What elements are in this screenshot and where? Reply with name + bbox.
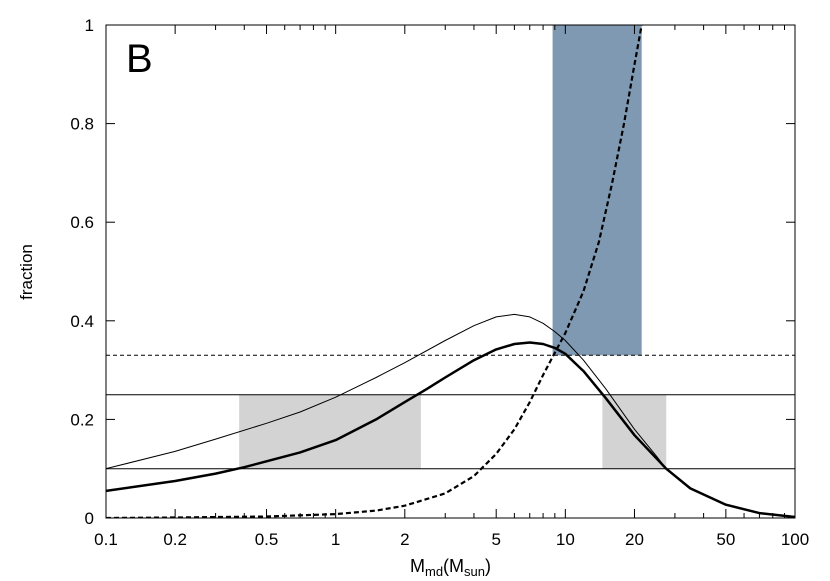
x-axis-label-sub1: md: [425, 564, 443, 579]
x-axis-label: Mmd(Msun): [410, 556, 491, 579]
shaded-region-3: [552, 25, 642, 356]
curves: [106, 25, 795, 518]
axis-ticks: 0.1 0.2 0.5 1 2 5 10 20 50 100 0 0.2 0.4 0.6 0.8 1: [70, 16, 809, 549]
panel-label: B: [126, 37, 153, 81]
shaded-regions: [239, 25, 667, 469]
curve-1: [106, 313, 667, 470]
x-axis-label-mid: (M: [443, 556, 464, 576]
y-tick-label: 0.8: [70, 115, 94, 134]
y-tick-label: 0.4: [70, 312, 94, 331]
x-tick-label: 10: [556, 530, 575, 549]
curve-2: [106, 341, 795, 518]
x-tick-label: 50: [716, 530, 735, 549]
reference-lines: [106, 354, 795, 470]
plot-frame: [105, 24, 796, 519]
x-tick-label: 0.1: [94, 530, 118, 549]
y-tick-label: 0.6: [70, 213, 94, 232]
x-axis-label-main: M: [410, 556, 425, 576]
y-tick-label: 0.2: [70, 410, 94, 429]
curve-3: [106, 25, 643, 518]
x-axis-label-end: ): [485, 556, 491, 576]
x-axis-label-sub2: sun: [464, 564, 485, 579]
x-tick-label: 0.2: [163, 530, 187, 549]
x-tick-label: 100: [781, 530, 809, 549]
y-axis-label: fraction: [17, 244, 36, 300]
x-tick-label: 2: [400, 530, 409, 549]
x-tick-label: 1: [331, 530, 340, 549]
x-tick-label: 20: [625, 530, 644, 549]
x-tick-label: 5: [491, 530, 500, 549]
x-tick-label: 0.5: [255, 530, 279, 549]
y-tick-label: 0: [85, 509, 94, 528]
shaded-region-1: [239, 394, 421, 469]
y-tick-label: 1: [85, 16, 94, 35]
